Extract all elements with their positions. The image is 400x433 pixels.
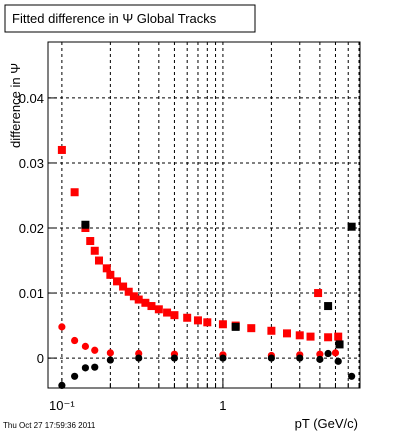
marker xyxy=(306,332,315,341)
y-tick-label: 0 xyxy=(37,351,44,366)
marker xyxy=(316,350,324,358)
x-tick-label: 10⁻¹ xyxy=(49,398,75,413)
marker xyxy=(316,355,324,363)
y-tick-label: 0.02 xyxy=(19,221,44,236)
marker xyxy=(183,313,192,322)
marker xyxy=(57,145,66,154)
y-tick-label: 0.04 xyxy=(19,91,44,106)
marker xyxy=(81,220,90,229)
marker xyxy=(314,289,323,298)
marker xyxy=(324,302,333,311)
marker xyxy=(247,324,256,333)
marker xyxy=(348,372,356,380)
x-axis-label: pT (GeV/c) xyxy=(295,416,358,431)
marker xyxy=(203,318,212,327)
marker xyxy=(282,329,291,338)
marker xyxy=(334,357,342,365)
marker xyxy=(170,311,179,320)
marker xyxy=(94,256,103,265)
marker xyxy=(113,277,122,286)
marker xyxy=(70,188,79,197)
marker xyxy=(106,349,114,357)
marker xyxy=(58,323,66,331)
marker xyxy=(163,308,172,317)
x-tick-label: 1 xyxy=(219,398,226,413)
marker xyxy=(147,302,156,311)
marker xyxy=(124,287,133,296)
title-box xyxy=(4,4,256,33)
marker xyxy=(81,364,90,372)
y-tick-label: 0.01 xyxy=(19,286,44,301)
marker xyxy=(71,336,79,345)
marker xyxy=(129,292,138,301)
chart-title: Fitted difference in Ψ Global Tracks xyxy=(12,11,217,26)
marker xyxy=(193,316,202,325)
marker xyxy=(296,354,304,362)
marker xyxy=(154,305,163,314)
marker xyxy=(267,326,276,335)
marker xyxy=(91,346,99,354)
marker xyxy=(219,354,227,362)
marker xyxy=(90,246,99,255)
footer: Thu Oct 27 17:59:36 2011 xyxy=(3,421,96,430)
marker xyxy=(324,333,333,342)
marker xyxy=(91,363,99,371)
marker xyxy=(141,298,150,307)
marker xyxy=(324,349,332,358)
marker xyxy=(135,354,143,362)
marker xyxy=(218,320,227,329)
marker xyxy=(81,342,90,350)
marker xyxy=(102,264,111,273)
marker xyxy=(170,354,179,362)
marker xyxy=(106,270,115,279)
marker xyxy=(231,322,240,331)
y-tick-label: 0.03 xyxy=(19,156,44,171)
marker xyxy=(334,332,343,341)
frame xyxy=(47,41,361,389)
marker xyxy=(331,349,340,357)
marker xyxy=(106,356,114,364)
marker xyxy=(335,340,344,349)
marker xyxy=(134,295,143,304)
y-axis-label: difference in Ψ xyxy=(8,63,23,148)
marker xyxy=(347,222,356,231)
marker xyxy=(119,282,128,291)
marker xyxy=(86,237,95,246)
marker xyxy=(58,381,66,389)
marker xyxy=(295,331,304,340)
marker xyxy=(71,372,79,380)
marker xyxy=(267,354,275,362)
